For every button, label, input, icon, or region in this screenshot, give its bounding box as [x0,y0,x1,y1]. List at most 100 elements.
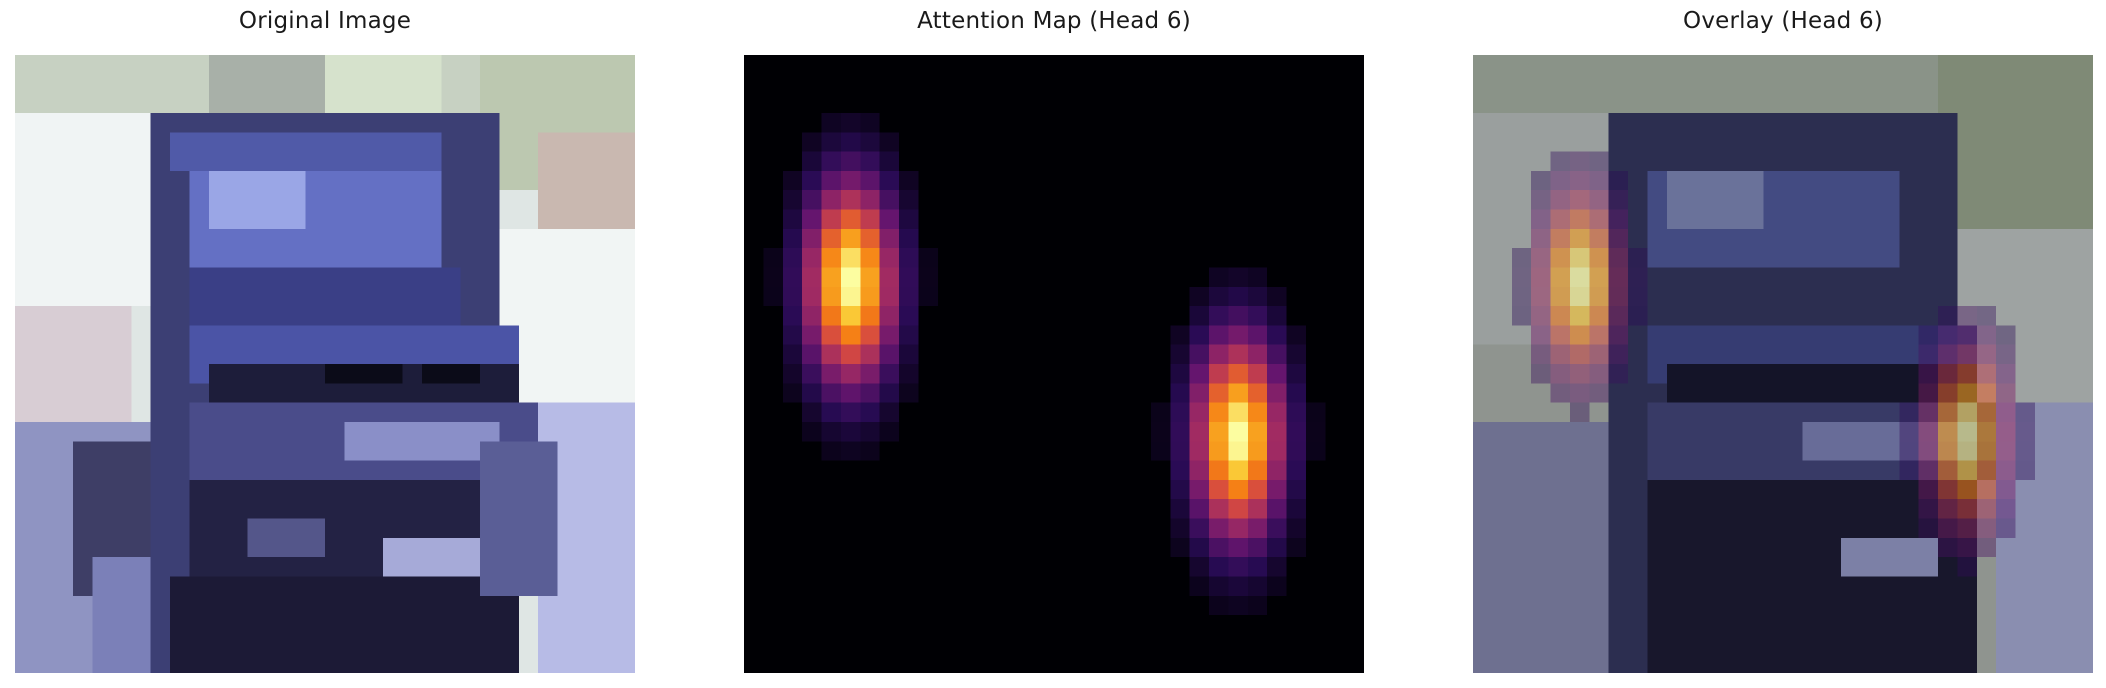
attention-cell [1170,518,1190,538]
overlay-cell [1957,537,1977,558]
overlay-cell [1531,248,1551,268]
attention-cell [1228,479,1248,500]
attention-cell [899,344,919,364]
overlay-cell [1589,325,1609,345]
overlay-cell [1628,286,1648,307]
attention-cell [821,421,841,442]
attention-cell [860,248,880,268]
attention-cell [821,344,841,364]
overlay-cell [1938,479,1958,500]
overlay-cell [1918,402,1938,422]
attention-cell [1267,286,1287,307]
attention-cell [821,306,841,326]
overlay-cell [1531,170,1551,191]
overlay-cell [1976,383,1997,403]
attention-cell [802,209,822,229]
attention-cell [860,132,880,152]
attention-cell [1209,595,1229,616]
overlay-cell [1957,402,1977,422]
attention-cell [899,306,919,326]
attention-cell [1267,518,1287,538]
attention-cell [821,441,841,461]
attention-cell [1150,421,1171,442]
attention-cell [1209,286,1229,307]
attention-cell [879,344,899,364]
overlay-cell [1938,460,1958,480]
overlay-cell [1938,499,1958,519]
attention-cell [802,286,822,307]
attention-cell [879,421,899,442]
attention-cell [1189,344,1209,364]
attention-cell [782,364,803,384]
overlay-cell [1996,499,2016,519]
attention-cell [840,421,861,442]
overlay-cell [1511,306,1532,326]
overlay-cell [1976,518,1997,538]
overlay-cell [1550,325,1570,345]
overlay-cell [1589,267,1609,287]
attention-cell [899,364,919,384]
overlay-cell [1976,402,1997,422]
overlay-cell [1569,209,1590,229]
attention-cell [879,325,899,345]
attention-cell [1228,557,1248,577]
attention-cell [1267,441,1287,461]
overlay-cell [1957,441,1977,461]
attention-cell [1286,460,1306,480]
attention-cell [1286,499,1306,519]
overlay-cell [1589,383,1609,403]
attention-cell [1228,402,1248,422]
attention-cell [840,364,861,384]
attention-cell [782,286,803,307]
overlay-cell [1938,537,1958,558]
overlay-cell [1589,306,1609,326]
attention-cell [1286,537,1306,558]
attention-cell [1228,460,1248,480]
attention-cell [802,132,822,152]
attention-cell [1267,537,1287,558]
attention-cell [860,209,880,229]
attention-cell [1305,421,1326,442]
panel-title-original: Original Image [238,8,412,34]
attention-cell [860,190,880,210]
attention-cell [1189,325,1209,345]
overlay-cell [1589,364,1609,384]
attention-cell [1228,595,1248,616]
attention-cell [1267,364,1287,384]
attention-cell [899,383,919,403]
attention-cell [840,151,861,171]
overlay-cell [2015,460,2035,480]
attention-cell [918,286,938,307]
attention-cell [1209,537,1229,558]
overlay-cell [1628,306,1648,326]
overlay-cell [1550,267,1570,287]
attention-cell [1209,306,1229,326]
attention-cell [1209,557,1229,577]
overlay-cell [1608,364,1628,384]
attention-cell [1189,479,1209,500]
overlay-cell [1531,286,1551,307]
attention-cell [1209,499,1229,519]
attention-cell [1247,479,1268,500]
attention-cell [879,364,899,384]
attention-cell [802,421,822,442]
attention-cell [1189,383,1209,403]
overlay-cell [1608,325,1628,345]
attention-cell [1267,325,1287,345]
overlay-cell [1531,306,1551,326]
attention-cell [1247,518,1268,538]
overlay-cell [1918,518,1938,538]
attention-cell [899,190,919,210]
attention-cell [860,364,880,384]
attention-cell [1150,402,1171,422]
attention-cell [860,325,880,345]
attention-cell [763,267,783,287]
attention-cell [1286,383,1306,403]
original-image [15,55,635,673]
attention-cell [860,306,880,326]
attention-cell [840,441,861,461]
attention-cell [1189,557,1209,577]
attention-cell [802,325,822,345]
overlay-cell [1550,170,1570,191]
attention-cell [821,132,841,152]
